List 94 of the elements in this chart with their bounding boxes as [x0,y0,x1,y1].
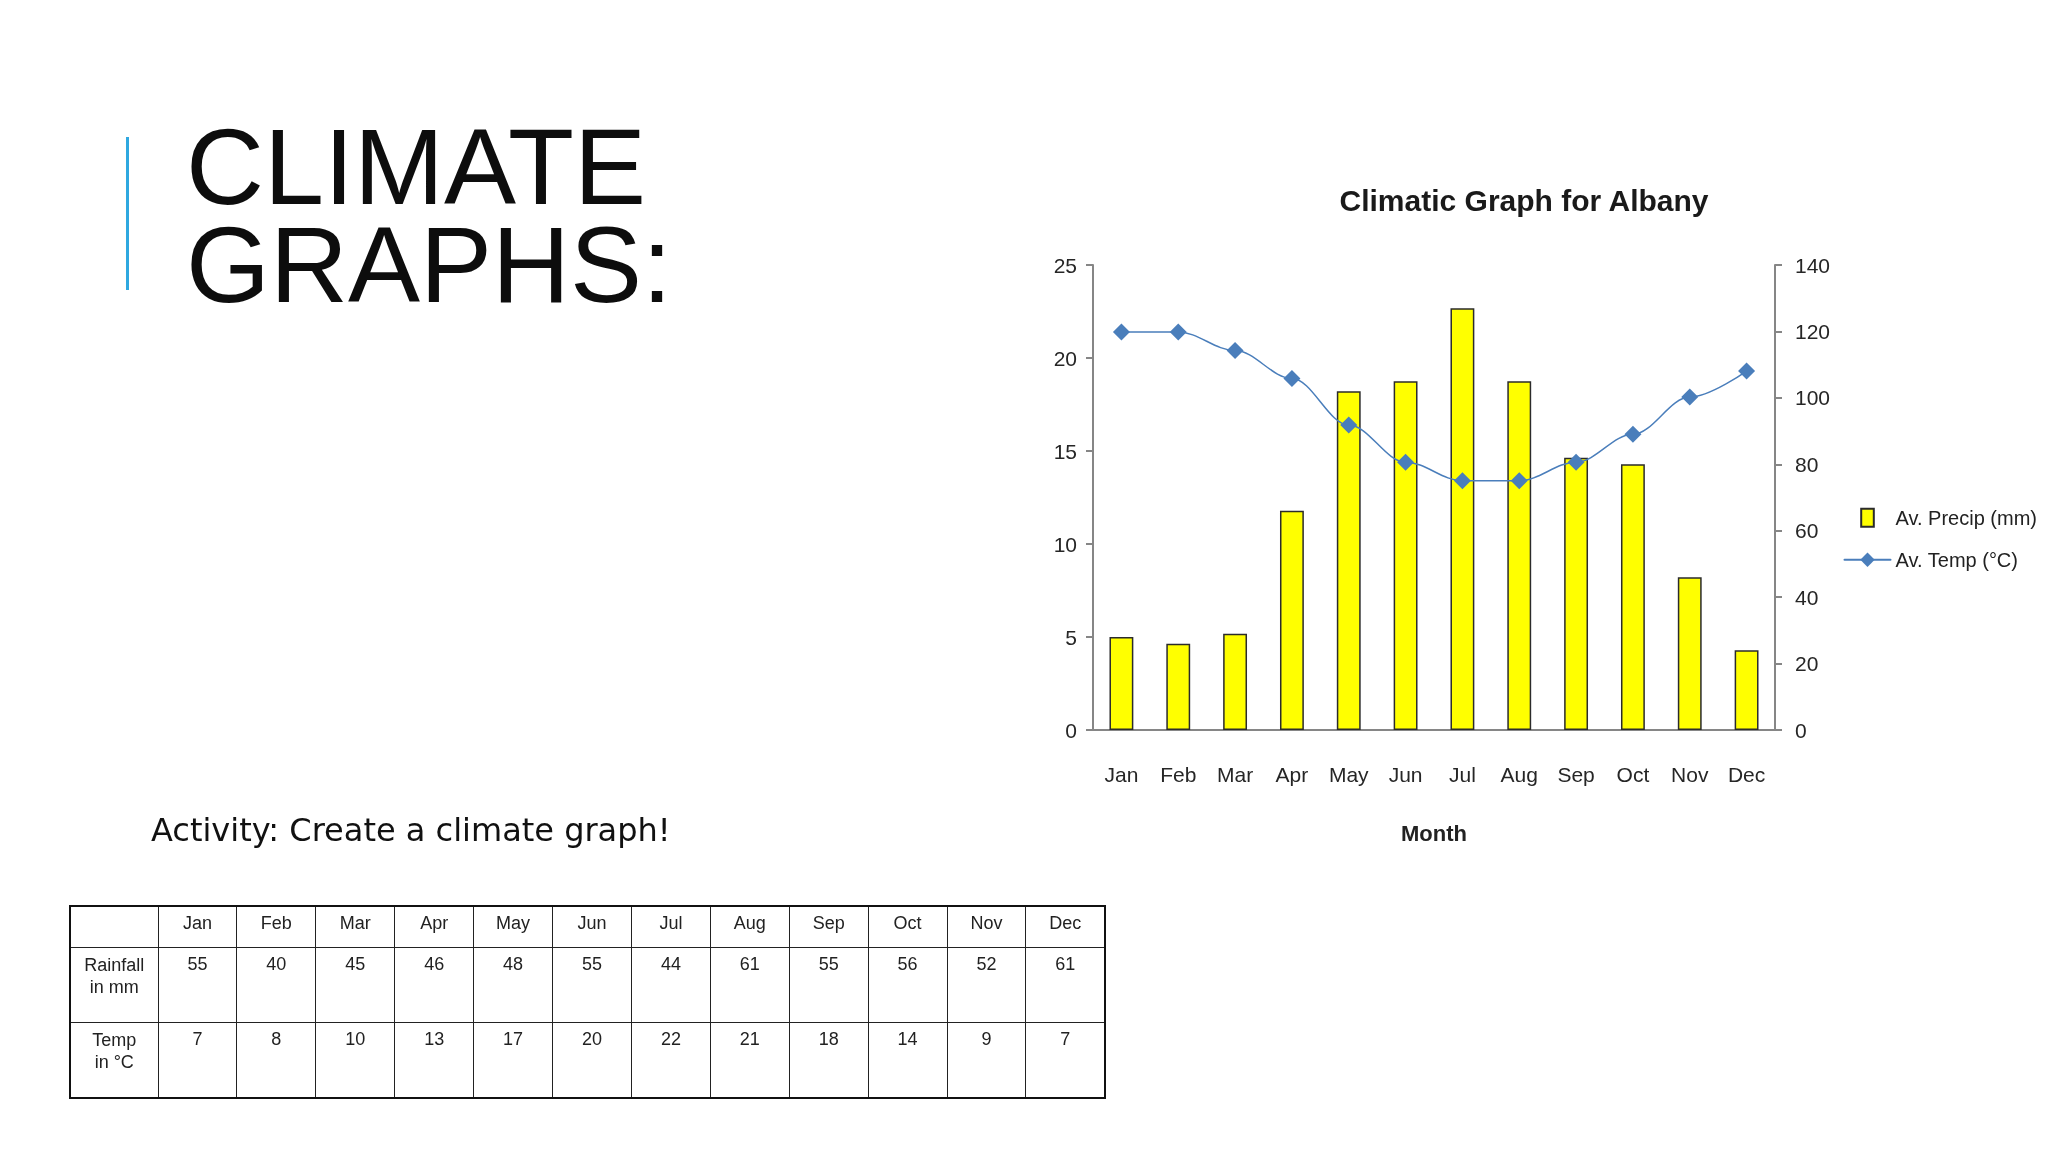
data-label: 7 [158,1022,237,1098]
point [1567,453,1585,471]
point [1112,323,1130,341]
data-label: 55 [158,947,237,1023]
y-tick-label: 25 [1053,253,1077,277]
bar [1279,510,1304,730]
y-tick-label: 15 [1053,439,1077,463]
data-label: 17 [473,1022,553,1098]
data-label: 44 [631,947,711,1023]
point [1226,342,1244,360]
data-label: 56 [868,947,948,1023]
category-label: Mar [315,906,395,948]
y2-tick-label: 80 [1795,452,1819,476]
point [1624,425,1642,443]
text: Activity: Create a climate graph! [151,811,671,849]
data-label: 55 [789,947,869,1023]
bar [1507,381,1532,730]
data-label: 7 [1025,1022,1105,1098]
data-label: 20 [552,1022,632,1098]
x-tick-label: Mar [1217,763,1254,786]
text: CLIMATE GRAPHS: [186,106,674,325]
data-label: 45 [315,947,395,1023]
y2-tick-label: 100 [1795,386,1831,410]
point [1681,388,1699,406]
y2-tick-label: 140 [1795,253,1831,277]
data-label: 10 [315,1022,395,1098]
data-label: 61 [710,947,790,1023]
x-tick-label: Feb [1160,763,1197,786]
point [1283,369,1301,387]
bar [1450,308,1475,730]
bar [1620,464,1645,730]
x-tick-label: Jan [1104,763,1139,786]
bar [1109,637,1134,730]
legend-label: Av. Precip (mm) [1895,506,2038,529]
data-label: 21 [710,1022,790,1098]
text: Temp in °C [91,1029,138,1073]
x-tick-label: Apr [1275,763,1309,786]
data-label: 52 [947,947,1026,1023]
x-tick-label: Jun [1388,763,1423,786]
data-label: 55 [552,947,632,1023]
category-label: Sep [789,906,869,948]
y2-tick-label: 60 [1795,519,1819,543]
data-label: 18 [789,1022,869,1098]
bar [1393,381,1418,730]
point [1510,472,1528,490]
category-label: Jan [158,906,237,948]
category-label: Jul [631,906,711,948]
point [1453,472,1471,490]
x-tick-label: Sep [1557,763,1595,786]
x-tick-label: May [1328,763,1370,786]
point [1169,323,1187,341]
x-tick-label: Aug [1500,763,1538,786]
data-label: 48 [473,947,553,1023]
category-label: Aug [710,906,790,948]
y-tick-label: 5 [1065,625,1077,649]
category-label: Feb [236,906,316,948]
category-label: Apr [394,906,474,948]
data-label: 61 [1025,947,1105,1023]
bar [1166,643,1191,730]
bar [1223,633,1248,730]
bar [1734,650,1759,730]
data-label: 40 [236,947,316,1023]
data-label: 22 [631,1022,711,1098]
category-label: Jun [552,906,632,948]
bar [1677,577,1702,730]
y-tick-label: 20 [1053,346,1077,370]
y2-tick-label: 20 [1795,652,1819,676]
legend-label: Rainfall in mm [83,954,146,998]
x-tick-label: Dec [1727,763,1766,786]
data-label: 9 [947,1022,1026,1098]
y2-tick-label: 0 [1795,718,1807,742]
legend-label: Av. Temp (°C) [1895,548,2018,571]
bar [1336,391,1361,730]
data-label: 14 [868,1022,948,1098]
point [1397,453,1415,471]
y-tick-label: 0 [1065,718,1077,742]
point [1738,362,1756,380]
x-tick-label: Oct [1616,763,1650,786]
category-label: Nov [947,906,1026,948]
category-label: May [473,906,553,948]
y-tick-label: 10 [1053,532,1077,556]
x-tick-label: Jul [1448,763,1476,786]
category-label: Oct [868,906,948,948]
category-label: Dec [1025,906,1105,948]
y2-tick-label: 40 [1795,585,1819,609]
chart-title: Climatic Graph for Albany [1339,183,1709,217]
y2-tick-label: 120 [1795,319,1831,343]
data-label: 13 [394,1022,474,1098]
x-axis-title: Month [1401,820,1467,846]
data-label: 8 [236,1022,316,1098]
bar [1564,457,1589,730]
point [1340,416,1358,434]
data-label: 46 [394,947,474,1023]
x-tick-label: Nov [1671,763,1709,786]
